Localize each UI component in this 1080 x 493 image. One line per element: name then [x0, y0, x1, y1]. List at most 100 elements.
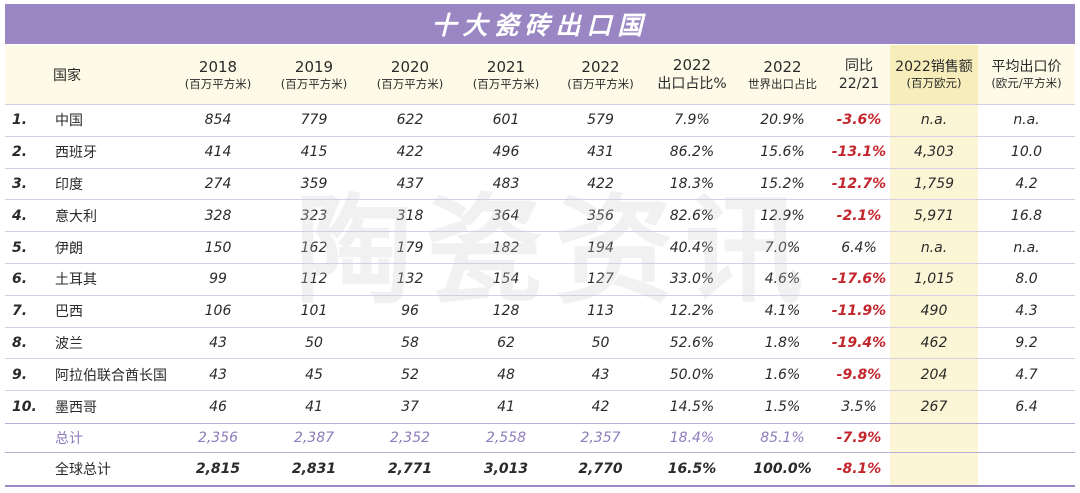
header-yoy: 同比 22/21 [828, 45, 890, 105]
avg-price-cell: 4.2 [978, 167, 1075, 200]
rank-cell: 2. [5, 135, 53, 169]
value-2022-cell: 50 [554, 326, 647, 359]
export-share-cell: 52.6% [647, 326, 737, 359]
table-row: 3. 印度 274 359 437 483 422 18.3% 15.2% -12.7% 1,759… [5, 167, 1075, 200]
yoy-cell: 6.4% [828, 231, 890, 264]
rank-cell: 5. [5, 231, 53, 264]
sales-cell: 1,759 [890, 167, 978, 200]
sales-cell: n.a. [890, 231, 978, 264]
value-2021-cell: 601 [458, 104, 554, 137]
world-share-cell: 20.9% [737, 104, 828, 137]
total-row: 总计 2,356 2,387 2,352 2,558 2,357 18.4% 8… [5, 423, 1075, 453]
total-2021: 2,558 [458, 423, 554, 453]
yoy-cell: -3.6% [828, 104, 890, 137]
export-share-cell: 82.6% [647, 199, 737, 232]
value-2020-cell: 96 [362, 294, 458, 328]
value-2020-cell: 179 [362, 231, 458, 264]
header-export-share: 2022 出口占比% [647, 45, 737, 105]
value-2018-cell: 43 [170, 358, 266, 391]
title-bar: 十大瓷砖出口国 [5, 4, 1075, 44]
avg-price-cell: 4.3 [978, 294, 1075, 328]
value-2020-cell: 437 [362, 167, 458, 200]
avg-price-cell: n.a. [978, 231, 1075, 264]
world-share-cell: 4.1% [737, 294, 828, 328]
value-2022-cell: 194 [554, 231, 647, 264]
export-share-cell: 33.0% [647, 262, 737, 296]
sales-cell: 490 [890, 294, 978, 328]
total-yoy: -7.9% [828, 423, 890, 453]
world-share-cell: 15.6% [737, 135, 828, 169]
export-share-cell: 86.2% [647, 135, 737, 169]
value-2022-cell: 43 [554, 358, 647, 391]
country-cell: 印度 [53, 167, 170, 200]
world-total-sales [890, 452, 978, 488]
value-2021-cell: 41 [458, 390, 554, 424]
header-2018: 2018 (百万平方米) [170, 45, 266, 105]
export-share-cell: 7.9% [647, 104, 737, 137]
rank-cell: 3. [5, 167, 53, 200]
value-2020-cell: 52 [362, 358, 458, 391]
country-cell: 阿拉伯联合酋长国 [53, 358, 170, 391]
header-2022: 2022 (百万平方米) [554, 45, 647, 105]
header-2021: 2021 (百万平方米) [458, 45, 554, 105]
header-world-share: 2022 世界出口占比 [737, 45, 828, 105]
world-total-world-share: 100.0% [737, 452, 828, 488]
value-2019-cell: 50 [266, 326, 362, 359]
value-2019-cell: 359 [266, 167, 362, 200]
country-cell: 伊朗 [53, 231, 170, 264]
world-total-2018: 2,815 [170, 452, 266, 488]
value-2022-cell: 113 [554, 294, 647, 328]
country-cell: 中国 [53, 104, 170, 137]
table-row: 10. 墨西哥 46 41 37 41 42 14.5% 1.5% 3.5% 267 6.4 [5, 390, 1075, 424]
total-export-share: 18.4% [647, 423, 737, 453]
value-2019-cell: 323 [266, 199, 362, 232]
yoy-cell: -17.6% [828, 262, 890, 296]
world-share-cell: 1.6% [737, 358, 828, 391]
avg-price-cell: n.a. [978, 104, 1075, 137]
value-2018-cell: 414 [170, 135, 266, 169]
rank-cell: 4. [5, 199, 53, 232]
value-2022-cell: 356 [554, 199, 647, 232]
avg-price-cell: 16.8 [978, 199, 1075, 232]
total-avg-price [978, 423, 1075, 453]
total-2019: 2,387 [266, 423, 362, 453]
table-row: 9. 阿拉伯联合酋长国 43 45 52 48 43 50.0% 1.6% -9.8% 204 4.7 [5, 358, 1075, 391]
value-2022-cell: 127 [554, 262, 647, 296]
sales-cell: 5,971 [890, 199, 978, 232]
world-total-label: 全球总计 [53, 452, 170, 488]
sales-cell: 267 [890, 390, 978, 424]
value-2020-cell: 622 [362, 104, 458, 137]
value-2021-cell: 128 [458, 294, 554, 328]
export-share-cell: 50.0% [647, 358, 737, 391]
value-2021-cell: 62 [458, 326, 554, 359]
country-cell: 西班牙 [53, 135, 170, 169]
world-total-2021: 3,013 [458, 452, 554, 488]
header-2020: 2020 (百万平方米) [362, 45, 458, 105]
value-2021-cell: 48 [458, 358, 554, 391]
value-2020-cell: 422 [362, 135, 458, 169]
export-share-cell: 12.2% [647, 294, 737, 328]
avg-price-cell: 6.4 [978, 390, 1075, 424]
value-2019-cell: 45 [266, 358, 362, 391]
world-share-cell: 12.9% [737, 199, 828, 232]
table-row: 4. 意大利 328 323 318 364 356 82.6% 12.9% -2.1% 5,971… [5, 199, 1075, 232]
world-total-yoy: -8.1% [828, 452, 890, 488]
table-row: 5. 伊朗 150 162 179 182 194 40.4% 7.0% 6.4% n.a. n.a. [5, 231, 1075, 264]
value-2020-cell: 58 [362, 326, 458, 359]
country-cell: 巴西 [53, 294, 170, 328]
value-2021-cell: 496 [458, 135, 554, 169]
header-row: 国家 2018 (百万平方米) 2019 (百万平方米) 2020 (百万平方米) 2… [5, 45, 1075, 105]
value-2018-cell: 150 [170, 231, 266, 264]
world-share-cell: 1.5% [737, 390, 828, 424]
avg-price-cell: 4.7 [978, 358, 1075, 391]
total-2022: 2,357 [554, 423, 647, 453]
world-total-row: 全球总计 2,815 2,831 2,771 3,013 2,770 16.5%… [5, 452, 1075, 488]
export-share-cell: 40.4% [647, 231, 737, 264]
value-2018-cell: 43 [170, 326, 266, 359]
yoy-cell: -13.1% [828, 135, 890, 169]
world-total-2019: 2,831 [266, 452, 362, 488]
avg-price-cell: 8.0 [978, 262, 1075, 296]
value-2018-cell: 46 [170, 390, 266, 424]
world-total-export-share: 16.5% [647, 452, 737, 488]
table-row: 2. 西班牙 414 415 422 496 431 86.2% 15.6% -13.1% 4,30… [5, 135, 1075, 169]
